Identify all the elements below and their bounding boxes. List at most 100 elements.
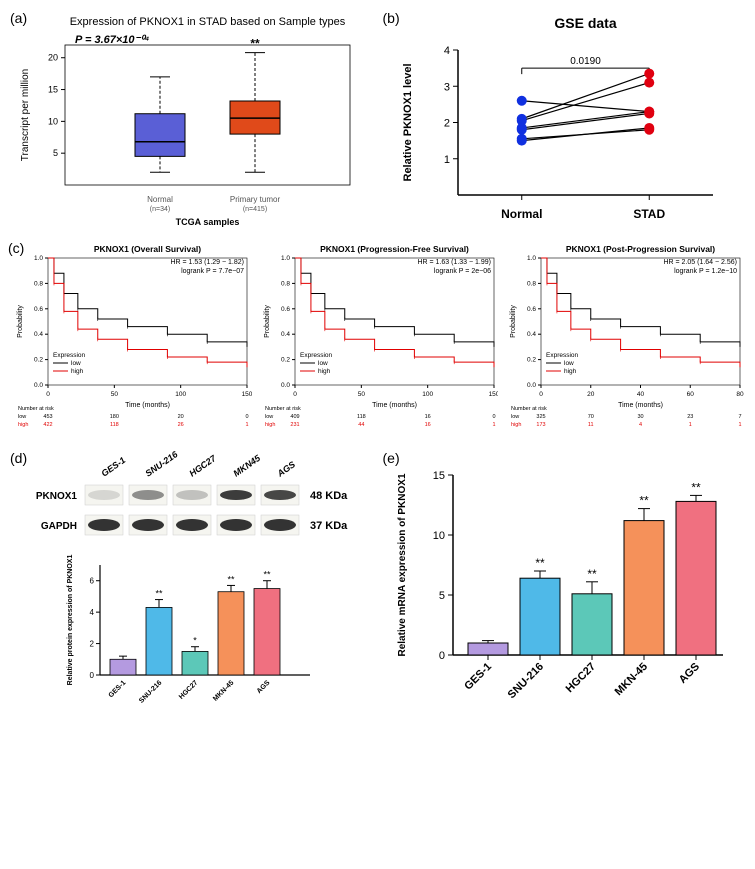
panel-a-chart: Expression of PKNOX1 in STAD based on Sa… xyxy=(10,10,370,230)
svg-text:26: 26 xyxy=(178,422,184,428)
svg-text:180: 180 xyxy=(110,414,119,420)
svg-text:**: ** xyxy=(535,556,545,570)
svg-text:15: 15 xyxy=(48,85,58,95)
svg-text:40: 40 xyxy=(637,391,645,398)
svg-text:50: 50 xyxy=(111,391,119,398)
svg-text:low: low xyxy=(564,360,574,367)
svg-text:409: 409 xyxy=(290,414,299,420)
svg-text:P = 3.67×10⁻⁰⁴: P = 3.67×10⁻⁰⁴ xyxy=(75,34,150,46)
svg-text:0: 0 xyxy=(438,650,444,662)
svg-text:0.0: 0.0 xyxy=(34,382,43,389)
svg-text:0: 0 xyxy=(46,391,50,398)
svg-text:173: 173 xyxy=(537,422,546,428)
svg-text:20: 20 xyxy=(178,414,184,420)
svg-text:37 KDa: 37 KDa xyxy=(310,520,348,532)
svg-text:Primary tumor: Primary tumor xyxy=(230,195,281,204)
svg-text:GES-1: GES-1 xyxy=(99,455,127,479)
svg-text:PKNOX1 (Progression-Free Survi: PKNOX1 (Progression-Free Survival) xyxy=(320,244,469,254)
svg-text:Expression of PKNOX1 in STAD b: Expression of PKNOX1 in STAD based on Sa… xyxy=(70,16,346,28)
svg-text:GES-1: GES-1 xyxy=(462,661,494,693)
svg-text:1: 1 xyxy=(245,422,248,428)
panel-d: (d) GES-1SNU-216HGC27MKN45AGSPKNOX148 KD… xyxy=(10,450,373,730)
svg-text:high: high xyxy=(265,422,275,428)
panel-b-label: (b) xyxy=(383,10,400,26)
svg-text:23: 23 xyxy=(688,414,694,420)
panel-a-label: (a) xyxy=(10,10,27,26)
svg-text:**: ** xyxy=(639,494,649,508)
svg-text:0: 0 xyxy=(540,391,544,398)
svg-text:AGS: AGS xyxy=(676,661,701,686)
svg-text:5: 5 xyxy=(438,590,444,602)
svg-text:Number at risk: Number at risk xyxy=(511,406,547,412)
svg-text:TCGA samples: TCGA samples xyxy=(176,217,240,227)
panel-e-label: (e) xyxy=(383,450,400,466)
svg-text:HR = 1.63 (1.33 − 1.99): HR = 1.63 (1.33 − 1.99) xyxy=(417,259,491,266)
svg-text:7: 7 xyxy=(739,414,742,420)
panel-c-chart-3: PKNOX1 (Post-Progression Survival)HR = 2… xyxy=(503,240,745,440)
svg-text:Expression: Expression xyxy=(53,352,86,359)
svg-text:1: 1 xyxy=(739,422,742,428)
svg-text:**: ** xyxy=(263,570,271,580)
svg-text:16: 16 xyxy=(424,422,430,428)
svg-text:MKN-45: MKN-45 xyxy=(212,679,235,702)
svg-text:**: ** xyxy=(587,567,597,581)
svg-text:HGC27: HGC27 xyxy=(187,453,218,479)
svg-text:0.8: 0.8 xyxy=(281,280,290,287)
svg-text:0.6: 0.6 xyxy=(527,306,536,313)
svg-text:SNU-216: SNU-216 xyxy=(143,450,180,479)
svg-text:1.0: 1.0 xyxy=(34,255,43,262)
svg-text:Transcript per million: Transcript per million xyxy=(20,69,31,161)
svg-text:high: high xyxy=(511,422,521,428)
svg-text:4: 4 xyxy=(443,45,449,57)
svg-text:**: ** xyxy=(227,574,235,584)
svg-text:422: 422 xyxy=(43,422,52,428)
svg-text:0.2: 0.2 xyxy=(34,357,43,364)
svg-text:0: 0 xyxy=(90,671,95,680)
svg-text:Number at risk: Number at risk xyxy=(18,406,54,412)
svg-text:30: 30 xyxy=(638,414,644,420)
svg-text:PKNOX1: PKNOX1 xyxy=(36,491,78,502)
svg-text:low: low xyxy=(318,360,328,367)
svg-text:0.8: 0.8 xyxy=(527,280,536,287)
svg-text:50: 50 xyxy=(357,391,365,398)
svg-text:low: low xyxy=(265,414,273,420)
svg-text:2: 2 xyxy=(90,640,95,649)
svg-text:Normal: Normal xyxy=(501,207,542,221)
svg-text:STAD: STAD xyxy=(633,207,665,221)
svg-text:low: low xyxy=(71,360,81,367)
panel-c-label: (c) xyxy=(8,240,24,256)
svg-text:0.0190: 0.0190 xyxy=(570,56,601,67)
svg-text:10: 10 xyxy=(48,116,58,126)
svg-text:11: 11 xyxy=(588,422,594,428)
svg-text:80: 80 xyxy=(737,391,745,398)
svg-text:2: 2 xyxy=(443,118,449,130)
svg-text:0.4: 0.4 xyxy=(281,331,290,338)
svg-text:(n=415): (n=415) xyxy=(243,206,267,213)
svg-text:0.6: 0.6 xyxy=(34,306,43,313)
svg-text:high: high xyxy=(318,368,331,375)
svg-text:Time (months): Time (months) xyxy=(125,402,170,409)
svg-text:48 KDa: 48 KDa xyxy=(310,490,348,502)
svg-text:high: high xyxy=(564,368,577,375)
svg-text:60: 60 xyxy=(687,391,695,398)
svg-text:**: ** xyxy=(155,589,163,599)
svg-text:GSE data: GSE data xyxy=(554,15,616,31)
svg-text:0.4: 0.4 xyxy=(527,331,536,338)
svg-text:Time (months): Time (months) xyxy=(372,402,417,409)
svg-text:Normal: Normal xyxy=(147,195,173,204)
svg-text:3: 3 xyxy=(443,81,449,93)
svg-text:Time (months): Time (months) xyxy=(618,402,663,409)
panel-c-chart-2: PKNOX1 (Progression-Free Survival) HR = 1… xyxy=(257,240,499,440)
svg-text:SNU-216: SNU-216 xyxy=(138,679,163,704)
panel-e: (e) 051015Relative mRNA expression of PK… xyxy=(383,450,746,730)
svg-text:100: 100 xyxy=(422,391,433,398)
svg-text:AGS: AGS xyxy=(256,679,272,695)
svg-text:5: 5 xyxy=(53,148,58,158)
svg-text:Relative PKNOX1 level: Relative PKNOX1 level xyxy=(402,63,414,181)
panel-b: (b) GSE data1234Relative PKNOX1 level0.0… xyxy=(383,10,746,230)
svg-text:70: 70 xyxy=(588,414,594,420)
svg-text:*: * xyxy=(193,636,197,646)
panel-d-chart: GES-1SNU-216HGC27MKN45AGSPKNOX148 KDaGAP… xyxy=(10,450,370,730)
svg-text:HGC27: HGC27 xyxy=(178,679,200,701)
svg-text:16: 16 xyxy=(424,414,430,420)
